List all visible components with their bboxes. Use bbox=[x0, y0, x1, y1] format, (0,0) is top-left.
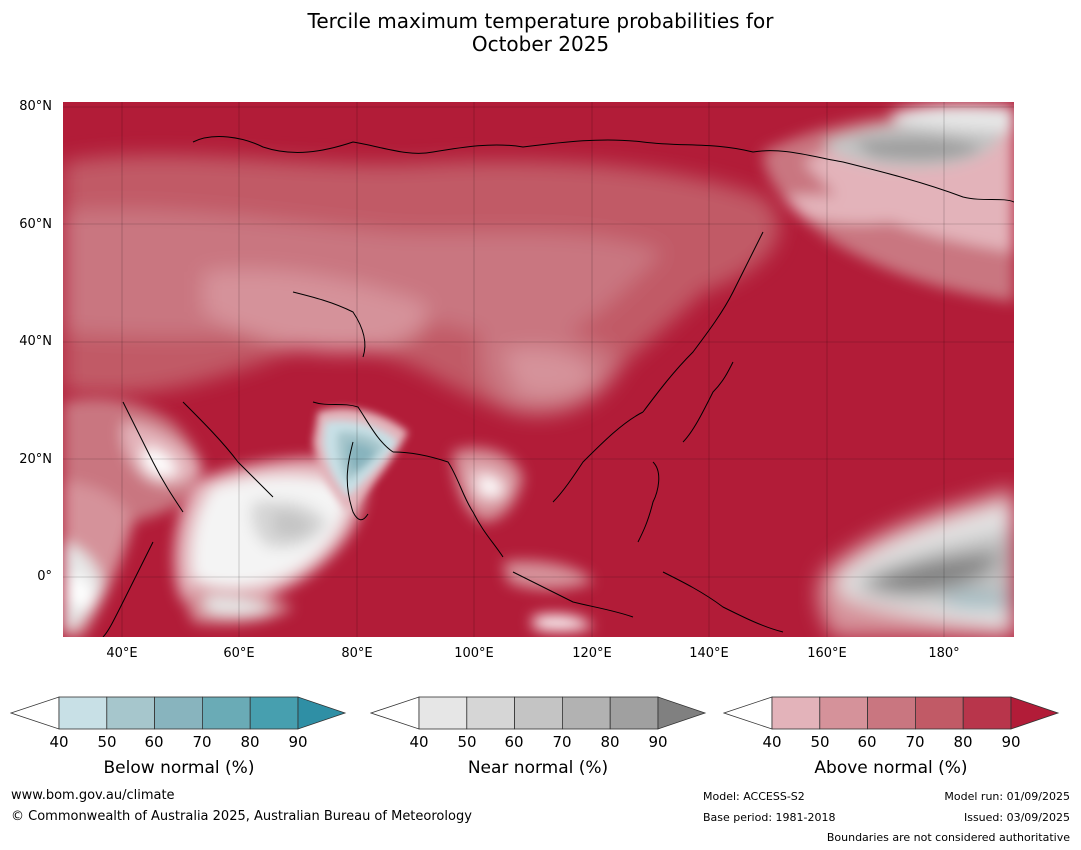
tick-near-50: 50 bbox=[457, 733, 477, 751]
tick-above-40: 40 bbox=[762, 733, 782, 751]
colorbar-segment bbox=[514, 696, 563, 730]
model-run-text: Model run: 01/09/2025 bbox=[944, 790, 1070, 803]
colorbar-segment bbox=[914, 696, 964, 730]
lat-label-80n: 80°N bbox=[19, 99, 52, 114]
lat-label-40n: 40°N bbox=[19, 334, 52, 349]
tick-above-90: 90 bbox=[1001, 733, 1021, 751]
lon-label-160e: 160°E bbox=[807, 646, 847, 661]
tick-near-70: 70 bbox=[552, 733, 572, 751]
tick-near-40: 40 bbox=[409, 733, 429, 751]
near-normal-colorbar bbox=[370, 696, 707, 730]
tick-below-70: 70 bbox=[192, 733, 212, 751]
colorbar-segment bbox=[154, 696, 203, 730]
india-below-normal-zone bbox=[313, 408, 408, 512]
lon-label-180: 180° bbox=[928, 646, 960, 661]
tick-above-50: 50 bbox=[810, 733, 830, 751]
pacific-near-normal-zone bbox=[817, 487, 1014, 637]
arabian-sea-near-normal-zone bbox=[174, 458, 366, 624]
tick-below-60: 60 bbox=[144, 733, 164, 751]
colorbar-upper-extension bbox=[657, 696, 707, 730]
colorbar-segment bbox=[819, 696, 869, 730]
lon-label-40e: 40°E bbox=[106, 646, 138, 661]
colorbar-lower-extension bbox=[370, 696, 420, 730]
lat-label-20n: 20°N bbox=[19, 452, 52, 467]
lat-label-0: 0° bbox=[37, 569, 52, 584]
coastlines bbox=[102, 136, 1014, 637]
colorbar-segment bbox=[962, 696, 1012, 730]
above-normal-label: Above normal (%) bbox=[814, 758, 968, 778]
colorbar-segment bbox=[249, 696, 299, 730]
base-period-text: Base period: 1981-2018 bbox=[703, 811, 836, 824]
colorbar-segment bbox=[201, 696, 251, 730]
colorbar-lower-extension bbox=[723, 696, 773, 730]
colorbar-segment bbox=[771, 696, 821, 730]
colorbar-segment bbox=[609, 696, 659, 730]
near-normal-label: Near normal (%) bbox=[467, 758, 609, 778]
colorbar-segment bbox=[466, 696, 516, 730]
above-normal-60-70-zones bbox=[63, 154, 780, 415]
colorbar-upper-extension bbox=[1010, 696, 1060, 730]
title-line-2: October 2025 bbox=[471, 32, 610, 56]
disclaimer-text: Boundaries are not considered authoritat… bbox=[826, 831, 1070, 844]
graticule bbox=[63, 102, 1014, 637]
lon-label-60e: 60°E bbox=[223, 646, 255, 661]
tick-near-80: 80 bbox=[600, 733, 620, 751]
above-normal-colorbar bbox=[723, 696, 1060, 730]
tick-below-40: 40 bbox=[49, 733, 69, 751]
title-line-1: Tercile maximum temperature probabilitie… bbox=[307, 9, 774, 33]
tick-above-70: 70 bbox=[905, 733, 925, 751]
below-normal-label: Below normal (%) bbox=[103, 758, 255, 778]
model-text: Model: ACCESS-S2 bbox=[703, 790, 805, 803]
tick-near-90: 90 bbox=[648, 733, 668, 751]
tick-above-60: 60 bbox=[857, 733, 877, 751]
map-svg bbox=[63, 102, 1014, 637]
map-title: Tercile maximum temperature probabilitie… bbox=[0, 10, 1081, 56]
colorbar-segment bbox=[58, 696, 108, 730]
lon-label-100e: 100°E bbox=[454, 646, 494, 661]
probability-map bbox=[63, 102, 1014, 637]
tick-below-80: 80 bbox=[240, 733, 260, 751]
issued-text: Issued: 03/09/2025 bbox=[963, 811, 1070, 824]
lon-label-120e: 120°E bbox=[572, 646, 612, 661]
tick-above-80: 80 bbox=[953, 733, 973, 751]
colorbar-segment bbox=[867, 696, 916, 730]
lat-label-60n: 60°N bbox=[19, 217, 52, 232]
below-normal-colorbar bbox=[10, 696, 347, 730]
copyright-text: © Commonwealth of Australia 2025, Austra… bbox=[11, 809, 472, 824]
lon-label-80e: 80°E bbox=[341, 646, 373, 661]
tick-below-50: 50 bbox=[97, 733, 117, 751]
colorbar-segment bbox=[561, 696, 611, 730]
colorbar-segment bbox=[106, 696, 156, 730]
colorbar-upper-extension bbox=[297, 696, 347, 730]
colorbar-segment bbox=[418, 696, 468, 730]
southeast-asia-zone bbox=[453, 448, 593, 631]
lon-label-140e: 140°E bbox=[689, 646, 729, 661]
tick-near-60: 60 bbox=[504, 733, 524, 751]
arabia-africa-zone bbox=[63, 398, 203, 637]
colorbar-lower-extension bbox=[10, 696, 60, 730]
tick-below-90: 90 bbox=[288, 733, 308, 751]
website-link[interactable]: www.bom.gov.au/climate bbox=[11, 788, 175, 803]
